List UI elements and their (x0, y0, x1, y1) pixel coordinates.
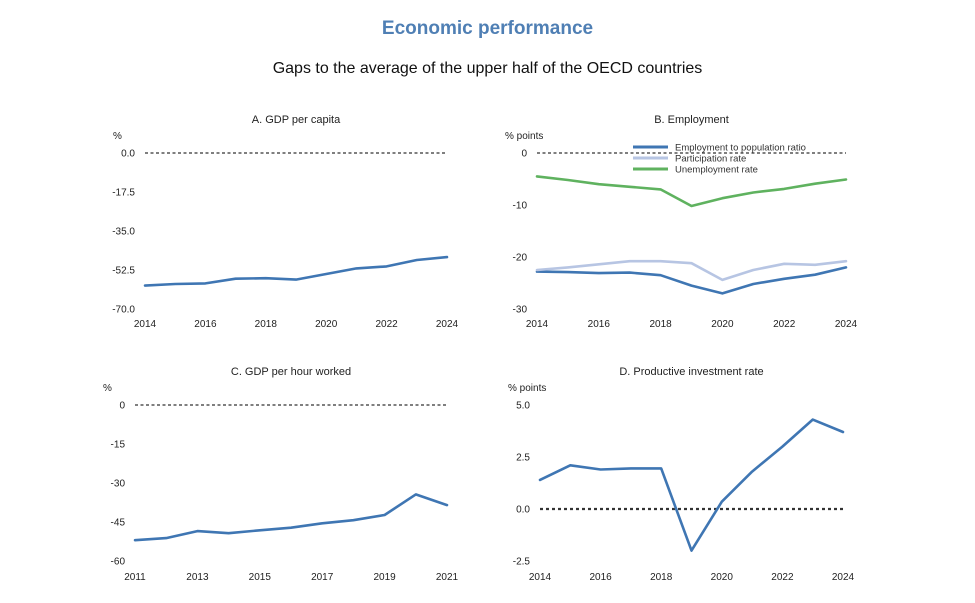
panel-d-xtick-label: 2014 (529, 572, 552, 583)
panel-d-ytick-label: 2.5 (516, 453, 530, 464)
panel-c-ytick-label: -15 (111, 440, 126, 451)
panel-d-ytick-label: -2.5 (513, 557, 531, 568)
panel-d-unit-label: % points (508, 383, 546, 394)
panel-a-xtick-label: 2020 (315, 319, 338, 330)
panel-b-unit-label: % points (505, 131, 543, 142)
panel-b-ytick-label: 0 (521, 149, 527, 160)
panel-b-series-line-2 (535, 259, 848, 282)
panel-c-title: C. GDP per hour worked (231, 366, 351, 378)
panel-c-series-line-1 (133, 493, 449, 542)
panel-a-ytick-label: -70.0 (112, 305, 135, 316)
panel-a: A. GDP per capita% 0.0 -17.5 -35.0 -52.5 -70.… (112, 114, 458, 330)
panel-b-xtick-label: 2016 (588, 319, 611, 330)
panel-b-xtick-label: 2022 (773, 319, 796, 330)
panel-d-ytick-label: 5.0 (516, 401, 530, 412)
panel-c-xtick-label: 2019 (373, 572, 396, 583)
panel-c: C. GDP per hour worked% 0 -15 -30 -45 -60 2011… (103, 366, 459, 583)
panel-d-xtick-label: 2022 (771, 572, 794, 583)
panel-a-ytick-label: -17.5 (112, 188, 135, 199)
panel-c-ytick-label: -45 (111, 518, 126, 529)
panel-a-xtick-label: 2016 (194, 319, 217, 330)
panel-d: D. Productive investment rate % points 5.0… (508, 366, 855, 583)
panel-a-title: A. GDP per capita (252, 114, 341, 126)
panel-b-series-line-1 (535, 266, 848, 295)
panel-b-legend-label: Participation rate (675, 154, 746, 165)
panel-c-xtick-label: 2017 (311, 572, 334, 583)
panel-b-xtick-label: 2018 (649, 319, 672, 330)
panel-d-xtick-label: 2024 (832, 572, 855, 583)
panel-c-ytick-label: -30 (111, 479, 126, 490)
panel-a-xtick-label: 2022 (375, 319, 398, 330)
panel-c-xtick-label: 2015 (249, 572, 272, 583)
panel-b-title: B. Employment (654, 114, 729, 126)
panel-b-xtick-label: 2024 (835, 319, 858, 330)
panel-a-xtick-label: 2018 (255, 319, 278, 330)
panel-a-ytick-label: -52.5 (112, 266, 135, 277)
panel-c-ytick-label: 0 (119, 401, 125, 412)
panel-a-series-line-1 (143, 255, 449, 287)
panel-b: B. Employment % points 0 -10 -20 -30 2014 2016 2… (505, 114, 858, 330)
panel-c-xtick-label: 2021 (436, 572, 459, 583)
panel-c-ytick-label: -60 (111, 557, 126, 568)
panel-d-title: D. Productive investment rate (619, 366, 763, 378)
panel-b-ytick-label: -20 (513, 253, 528, 264)
sub-title: Gaps to the average of the upper half of… (272, 60, 703, 77)
panel-a-xtick-label: 2024 (436, 319, 459, 330)
panel-d-ytick-label: 0.0 (516, 505, 530, 516)
panel-a-unit-label: % (113, 131, 122, 142)
panel-b-series-line-3 (535, 175, 848, 208)
panel-d-xtick-label: 2020 (711, 572, 734, 583)
panel-a-xtick-label: 2014 (134, 319, 157, 330)
panel-c-unit-label: % (103, 383, 112, 394)
panel-d-xtick-label: 2016 (589, 572, 612, 583)
panel-b-xtick-label: 2020 (711, 319, 734, 330)
panel-b-xtick-label: 2014 (526, 319, 549, 330)
panel-d-series-line-1 (538, 418, 845, 552)
panel-b-legend-label: Employment to population ratio (675, 143, 806, 154)
main-title: Economic performance (381, 18, 594, 39)
panel-b-legend-label: Unemployment rate (675, 165, 758, 176)
panel-c-xtick-label: 2011 (124, 572, 146, 583)
panel-b-ytick-label: -30 (513, 305, 528, 316)
panel-c-xtick-label: 2013 (186, 572, 209, 583)
panel-a-ytick-label: 0.0 (121, 149, 135, 160)
panel-d-xtick-label: 2018 (650, 572, 673, 583)
panel-a-ytick-label: -35.0 (112, 227, 135, 238)
panel-b-ytick-label: -10 (513, 201, 528, 212)
